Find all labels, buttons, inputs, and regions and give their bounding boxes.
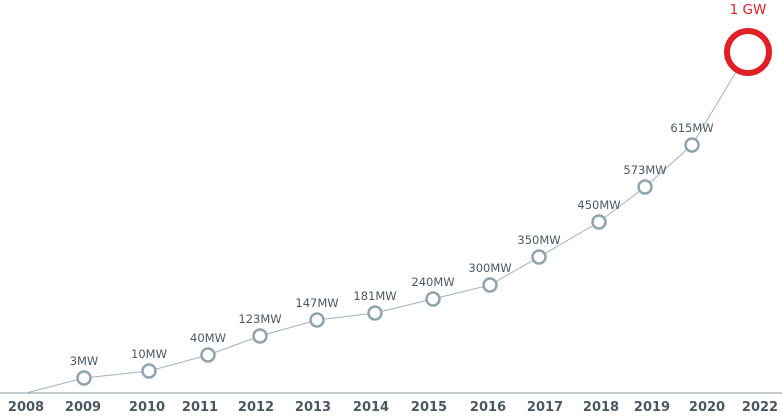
data-label: 123MW	[238, 312, 281, 326]
data-label: 40MW	[190, 331, 226, 345]
data-label: 615MW	[670, 121, 713, 135]
data-point-marker	[76, 370, 92, 386]
x-tick-label: 2008	[8, 400, 44, 415]
data-point-marker	[367, 305, 383, 321]
data-label: 300MW	[468, 261, 511, 275]
data-label: 450MW	[577, 198, 620, 212]
data-point-marker	[684, 137, 700, 153]
target-point-marker	[724, 28, 772, 76]
data-label: 10MW	[131, 347, 167, 361]
x-tick-label: 2014	[353, 400, 389, 415]
data-label: 350MW	[517, 233, 560, 247]
data-point-marker	[637, 179, 653, 195]
data-point-marker	[531, 249, 547, 265]
data-point-marker	[425, 291, 441, 307]
data-point-marker	[482, 277, 498, 293]
x-tick-label: 2013	[295, 400, 331, 415]
data-label: 573MW	[623, 163, 666, 177]
data-point-marker	[141, 363, 157, 379]
data-point-marker	[252, 328, 268, 344]
data-label: 181MW	[353, 289, 396, 303]
x-tick-label: 2010	[129, 400, 165, 415]
data-point-marker	[200, 347, 216, 363]
x-tick-label: 2012	[238, 400, 274, 415]
x-tick-label: 2009	[65, 400, 101, 415]
x-tick-label: 2015	[411, 400, 447, 415]
target-label: 1 GW	[730, 2, 767, 18]
x-tick-label: 2018	[583, 400, 619, 415]
x-tick-label: 2022	[742, 400, 778, 415]
x-tick-label: 2016	[470, 400, 506, 415]
data-label: 240MW	[411, 275, 454, 289]
data-point-marker	[309, 312, 325, 328]
x-tick-label: 2019	[634, 400, 670, 415]
data-point-marker	[591, 214, 607, 230]
x-tick-label: 2011	[182, 400, 218, 415]
data-label: 3MW	[70, 354, 99, 368]
data-label: 147MW	[295, 296, 338, 310]
x-tick-label: 2020	[689, 400, 725, 415]
series-line	[25, 51, 749, 394]
x-tick-label: 2017	[527, 400, 563, 415]
